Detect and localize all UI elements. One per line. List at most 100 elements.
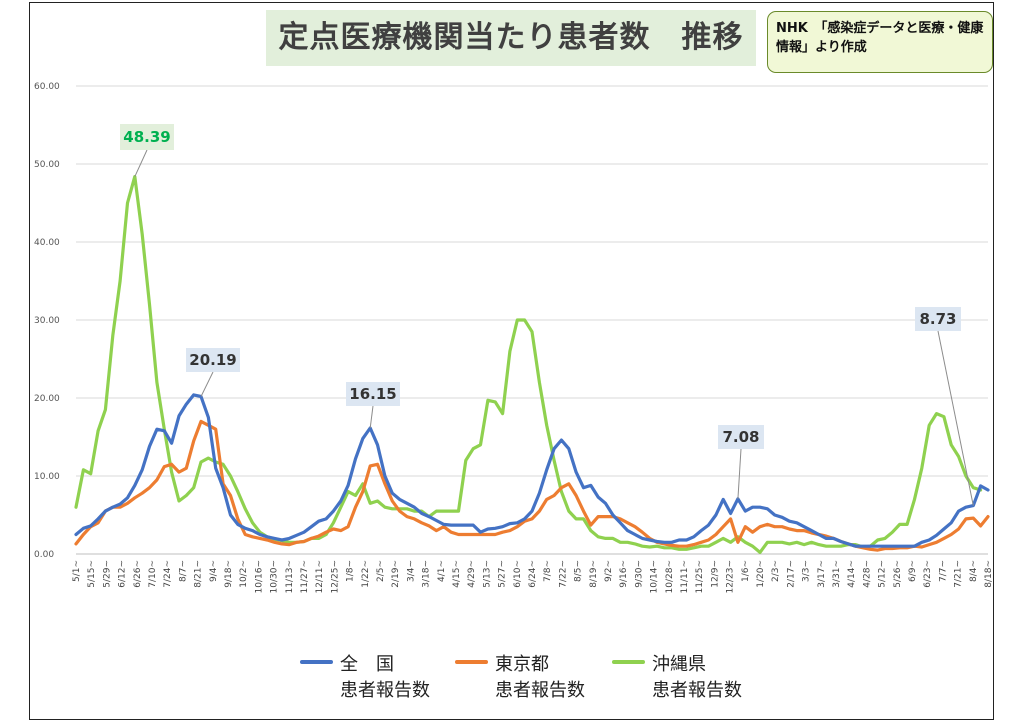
callout: 48.39 (120, 124, 174, 177)
legend-label-tokyo-1: 東京都 (495, 654, 549, 675)
x-tick-label: 3/31~ (832, 560, 842, 588)
x-tick-label: 8/18~ (984, 560, 994, 588)
legend-label-national-1: 全 国 (340, 654, 394, 675)
callout-box (718, 425, 764, 449)
legend-label-national-2: 患者報告数 (340, 680, 430, 701)
x-tick-label: 5/29~ (102, 560, 112, 588)
legend-label-tokyo-2: 患者報告数 (495, 680, 585, 701)
x-tick-label: 9/18~ (224, 560, 234, 588)
x-tick-label: 1/6~ (741, 560, 751, 582)
legend-label-okinawa-1: 沖縄県 (652, 654, 706, 675)
x-tick-label: 12/11~ (315, 560, 325, 593)
x-tick-label: 10/2~ (239, 560, 249, 588)
x-tick-label: 11/27~ (300, 560, 310, 593)
series-line-national (74, 393, 990, 548)
y-tick-label: 40.00 (34, 238, 60, 248)
x-tick-label: 1/8~ (346, 560, 356, 582)
legend-swatch-okinawa (612, 660, 645, 664)
y-tick-label: 30.00 (34, 316, 60, 326)
y-tick-label: 0.00 (34, 550, 54, 560)
x-tick-label: 5/1~ (72, 560, 82, 582)
callout-box (120, 124, 174, 150)
callout-leader (134, 149, 148, 177)
x-tick-label: 4/1~ (437, 560, 447, 582)
x-tick-label: 8/21~ (194, 560, 204, 588)
x-tick-label: 8/19~ (589, 560, 599, 588)
x-tick-label: 4/15~ (452, 560, 462, 588)
x-tick-label: 2/17~ (786, 560, 796, 588)
y-tick-label: 60.00 (34, 82, 60, 92)
x-tick-label: 9/30~ (634, 560, 644, 588)
x-tick-label: 3/3~ (802, 560, 812, 582)
x-tick-label: 6/10~ (513, 560, 523, 588)
x-tick-label: 11/11~ (680, 560, 690, 593)
x-tick-label: 11/13~ (285, 560, 295, 593)
callout-box (186, 348, 240, 372)
y-tick-label: 10.00 (34, 472, 60, 482)
x-tick-label: 9/2~ (604, 560, 614, 582)
callout: 20.19 (186, 348, 240, 397)
x-tick-label: 2/19~ (391, 560, 401, 588)
y-tick-label: 20.00 (34, 394, 60, 404)
x-tick-label: 8/4~ (969, 560, 979, 582)
x-tick-label: 2/3~ (771, 560, 781, 582)
x-tick-label: 11/25~ (695, 560, 705, 593)
callout-leader (937, 330, 974, 506)
x-tick-label: 8/5~ (574, 560, 584, 582)
legend: 全 国 患者報告数 東京都 患者報告数 沖縄県 患者報告数 (300, 650, 820, 710)
x-tick-label: 3/4~ (406, 560, 416, 582)
x-tick-label: 3/18~ (422, 560, 432, 588)
x-tick-label: 6/24~ (528, 560, 538, 588)
legend-swatch-tokyo (455, 660, 488, 664)
callout-leader (200, 371, 214, 397)
x-tick-label: 6/23~ (923, 560, 933, 588)
x-tick-label: 6/9~ (908, 560, 918, 582)
x-tick-label: 1/22~ (361, 560, 371, 588)
x-tick-label: 5/12~ (878, 560, 888, 588)
x-tick-label: 6/26~ (133, 560, 143, 588)
callout-box (346, 382, 400, 406)
x-tick-label: 5/26~ (893, 560, 903, 588)
callout: 16.15 (346, 382, 400, 429)
callout: 7.08 (718, 425, 764, 499)
chart-title: 定点医療機関当たり患者数 推移 (266, 10, 756, 66)
callout-label: 20.19 (189, 351, 236, 369)
callout-label: 16.15 (349, 385, 396, 403)
x-tick-label: 5/13~ (482, 560, 492, 588)
x-tick-label: 9/16~ (619, 560, 629, 588)
x-tick-label: 2/5~ (376, 560, 386, 582)
x-tick-label: 6/12~ (118, 560, 128, 588)
callout-label: 7.08 (722, 428, 759, 446)
x-tick-label: 12/25~ (330, 560, 340, 593)
legend-swatch-national (300, 660, 333, 664)
x-tick-label: 12/23~ (726, 560, 736, 593)
x-tick-label: 9/4~ (209, 560, 219, 582)
x-tick-label: 3/17~ (817, 560, 827, 588)
callout-leader (369, 405, 374, 429)
x-tick-label: 7/22~ (558, 560, 568, 588)
x-tick-label: 12/9~ (710, 560, 720, 588)
callout-label: 48.39 (123, 128, 170, 146)
callout: 8.73 (915, 307, 974, 506)
x-tick-label: 4/29~ (467, 560, 477, 588)
callout-label: 8.73 (919, 310, 956, 328)
x-tick-label: 7/10~ (148, 560, 158, 588)
x-tick-label: 10/14~ (650, 560, 660, 593)
x-tick-label: 10/30~ (270, 560, 280, 593)
x-tick-label: 4/28~ (862, 560, 872, 588)
x-tick-label: 5/15~ (87, 560, 97, 588)
x-tick-label: 7/7~ (938, 560, 948, 582)
callout-leader (737, 448, 742, 499)
x-tick-label: 5/27~ (498, 560, 508, 588)
x-tick-label: 10/16~ (254, 560, 264, 593)
x-tick-label: 8/7~ (178, 560, 188, 582)
series-line-okinawa (74, 175, 983, 555)
callout-box (915, 307, 961, 331)
x-tick-label: 10/28~ (665, 560, 675, 593)
source-note: NHK 「感染症データと医療・健康情報」より作成 (767, 11, 993, 73)
x-tick-label: 7/8~ (543, 560, 553, 582)
x-tick-label: 7/21~ (954, 560, 964, 588)
x-tick-label: 4/14~ (847, 560, 857, 588)
y-tick-label: 50.00 (34, 160, 60, 170)
